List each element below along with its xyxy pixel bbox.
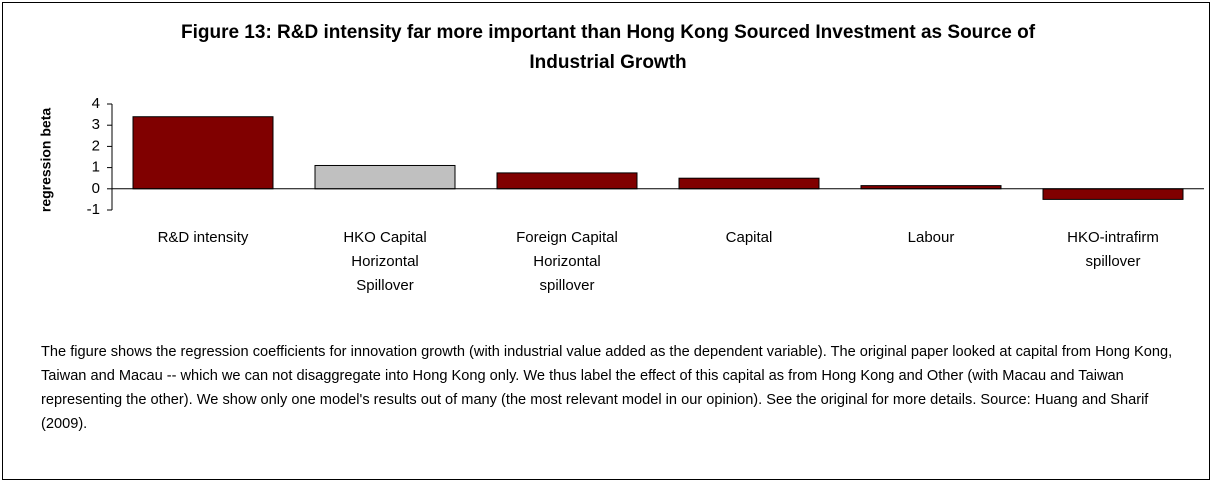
y-axis-label: regression beta: [38, 108, 54, 212]
chart-title: Figure 13: R&D intensity far more import…: [180, 22, 1036, 73]
x-tick-label: R&D intensity: [157, 229, 249, 246]
x-tick-label: Labour: [907, 229, 955, 246]
y-tick-label: -1: [87, 201, 100, 218]
note: The figure shows the regression coeffici…: [41, 344, 1173, 432]
y-tick-label: 0: [92, 180, 100, 197]
y-tick-label: 3: [92, 116, 100, 133]
x-tick-label: Capital: [725, 229, 773, 246]
bar: [1042, 188, 1184, 200]
bar: [496, 172, 638, 190]
x-tick-label: HKO-intrafirm spillover: [1067, 229, 1159, 270]
frame: [2, 2, 1210, 480]
y-tick-label: 1: [92, 159, 100, 176]
bar: [132, 116, 274, 190]
y-tick-label: 2: [92, 137, 100, 154]
y-tick-label: 4: [92, 95, 100, 112]
bar: [678, 177, 820, 190]
bar: [314, 164, 456, 190]
x-tick-label: Foreign Capital Horizontal spillover: [516, 229, 618, 294]
x-tick-label: HKO Capital Horizontal Spillover: [343, 229, 427, 294]
